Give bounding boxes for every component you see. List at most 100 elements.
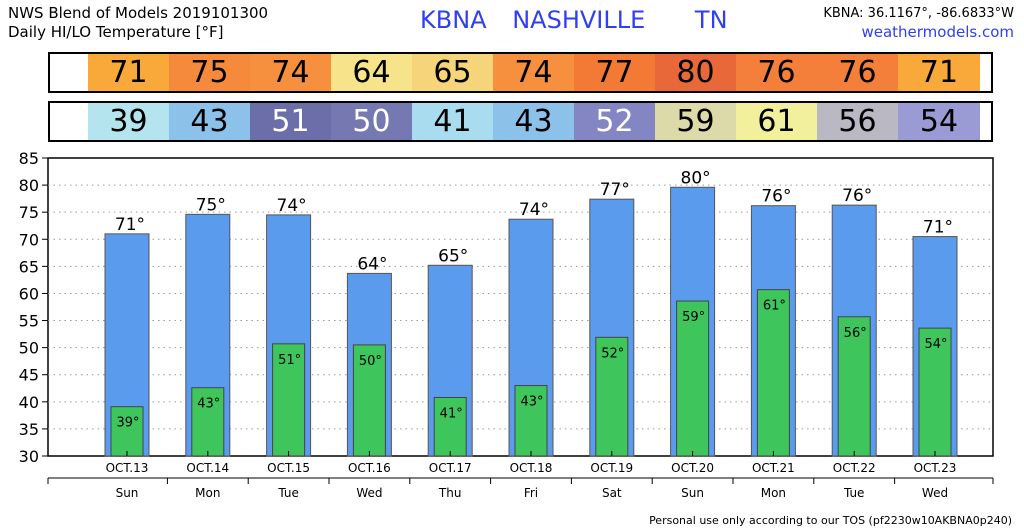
high-temp-cell: 74 <box>250 54 331 91</box>
low-bar <box>272 343 306 457</box>
y-tick-label: 65 <box>19 257 39 276</box>
low-temp-cell: 59 <box>655 103 736 140</box>
y-tick-label: 70 <box>19 230 39 249</box>
low-value-label: 51° <box>278 353 301 368</box>
high-temp-cell: 75 <box>169 54 250 91</box>
station-coords: KBNA: 36.1167°, -86.6833°W <box>823 6 1014 21</box>
x-weekday-label: Thu <box>438 486 462 500</box>
low-temp-cell: 56 <box>817 103 898 140</box>
low-bar <box>514 385 548 457</box>
low-temperature-strip: 39 43 51 50 41 43 52 59 61 56 54 <box>48 101 993 142</box>
x-date-label: OCT.14 <box>186 461 229 475</box>
low-value-label: 43° <box>520 395 543 410</box>
low-temp-cell: 54 <box>898 103 980 140</box>
high-value-label: 64° <box>357 254 387 274</box>
product-title: Daily HI/LO Temperature [°F] <box>8 23 224 41</box>
high-temp-cell: 77 <box>574 54 655 91</box>
x-weekday-label: Fri <box>524 486 538 500</box>
high-value-label: 76° <box>761 187 791 207</box>
high-temp-cell: 71 <box>898 54 980 91</box>
station-title: KBNA NASHVILLE TN <box>420 6 728 34</box>
low-bar <box>191 387 225 457</box>
low-temp-cell: 43 <box>493 103 574 140</box>
x-date-label: OCT.13 <box>106 461 149 475</box>
x-date-label: OCT.18 <box>510 461 553 475</box>
high-value-label: 65° <box>438 246 468 266</box>
x-date-label: OCT.19 <box>590 461 633 475</box>
high-value-label: 74° <box>519 200 549 220</box>
y-tick-label: 60 <box>19 284 39 303</box>
low-bar <box>110 406 144 457</box>
high-temp-cell: 76 <box>736 54 817 91</box>
x-date-label: OCT.16 <box>348 461 391 475</box>
site-link[interactable]: weathermodels.com <box>861 23 1014 41</box>
low-temp-cell: 41 <box>412 103 493 140</box>
low-bar <box>433 396 467 457</box>
x-date-label: OCT.20 <box>671 461 714 475</box>
low-temp-cell: 50 <box>331 103 412 140</box>
low-value-label: 50° <box>359 354 382 369</box>
station-state: TN <box>694 6 728 34</box>
high-value-label: 75° <box>196 195 226 215</box>
low-value-label: 56° <box>844 326 867 341</box>
low-value-label: 52° <box>601 346 624 361</box>
low-temp-cell: 39 <box>88 103 169 140</box>
y-tick-label: 40 <box>19 393 39 412</box>
y-tick-label: 45 <box>19 366 39 385</box>
high-temp-cell: 71 <box>88 54 169 91</box>
y-tick-label: 30 <box>19 447 39 466</box>
low-bar <box>918 327 952 457</box>
header-title-block: NWS Blend of Models 2019101300 Daily HI/… <box>8 4 268 42</box>
y-tick-label: 55 <box>19 312 39 331</box>
x-date-label: OCT.23 <box>914 461 957 475</box>
high-value-label: 74° <box>277 196 307 216</box>
high-temp-cell: 65 <box>412 54 493 91</box>
low-temp-cell: 61 <box>736 103 817 140</box>
low-value-label: 54° <box>924 337 947 352</box>
x-weekday-label: Sun <box>116 486 139 500</box>
station-id: KBNA <box>420 6 487 34</box>
high-temperature-strip: 71 75 74 64 65 74 77 80 76 76 71 <box>48 52 993 93</box>
high-temp-cell: 64 <box>331 54 412 91</box>
low-temp-cell: 51 <box>250 103 331 140</box>
low-temp-cell: 52 <box>574 103 655 140</box>
high-value-label: 76° <box>842 186 872 206</box>
x-weekday-label: Sun <box>681 486 704 500</box>
low-bar <box>676 300 710 457</box>
high-value-label: 71° <box>115 215 145 235</box>
y-tick-label: 80 <box>19 176 39 195</box>
low-value-label: 41° <box>440 406 463 421</box>
y-tick-label: 75 <box>19 203 39 222</box>
high-temp-cell: 74 <box>493 54 574 91</box>
high-temp-cell: 76 <box>817 54 898 91</box>
low-temp-cell: 43 <box>169 103 250 140</box>
y-tick-label: 50 <box>19 339 39 358</box>
x-weekday-label: Wed <box>922 486 948 500</box>
x-weekday-label: Wed <box>356 486 382 500</box>
low-bar <box>756 289 790 457</box>
low-value-label: 39° <box>116 416 139 431</box>
x-weekday-label: Mon <box>761 486 786 500</box>
station-city: NASHVILLE <box>512 6 646 34</box>
y-tick-label: 35 <box>19 420 39 439</box>
high-value-label: 71° <box>923 218 953 238</box>
low-value-label: 43° <box>197 397 220 412</box>
x-weekday-label: Mon <box>195 486 220 500</box>
footer-tos: Personal use only according to our TOS (… <box>649 514 1012 527</box>
low-bar <box>352 344 386 457</box>
y-tick-label: 85 <box>19 149 39 168</box>
low-value-label: 59° <box>682 310 705 325</box>
x-date-label: OCT.15 <box>267 461 310 475</box>
high-value-label: 80° <box>681 168 711 188</box>
low-value-label: 61° <box>763 299 786 314</box>
x-date-label: OCT.21 <box>752 461 795 475</box>
high-value-label: 77° <box>600 180 630 200</box>
header-right-block: KBNA: 36.1167°, -86.6833°W weathermodels… <box>823 4 1014 42</box>
high-temp-cell: 80 <box>655 54 736 91</box>
x-weekday-label: Tue <box>843 486 865 500</box>
x-date-label: OCT.17 <box>429 461 472 475</box>
x-weekday-label: Tue <box>277 486 299 500</box>
low-bar <box>595 336 629 457</box>
x-weekday-label: Sat <box>602 486 622 500</box>
